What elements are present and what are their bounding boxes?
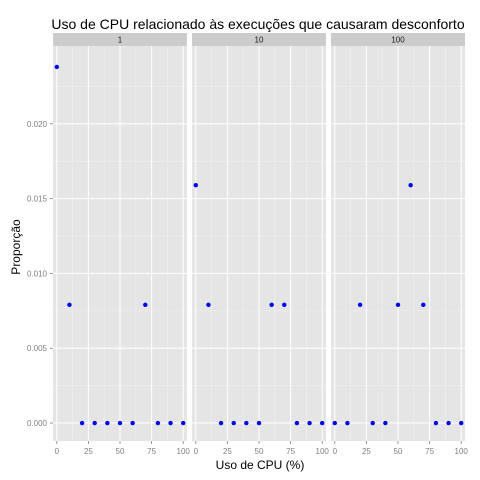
- data-point: [54, 64, 59, 70]
- facet-strip-label: 10: [255, 36, 264, 45]
- data-point: [408, 182, 413, 188]
- x-tick-label: 0: [194, 447, 199, 456]
- data-point: [155, 420, 161, 426]
- facet-strip: [53, 33, 187, 46]
- y-tick-label: 0.000: [27, 419, 48, 428]
- data-point: [181, 420, 186, 426]
- x-tick-label: 75: [425, 447, 434, 456]
- data-point: [218, 420, 224, 426]
- y-tick-label: 0.005: [27, 344, 48, 353]
- data-point: [332, 420, 337, 426]
- x-tick-label: 50: [394, 447, 403, 456]
- x-tick-label: 100: [455, 447, 469, 456]
- data-point: [231, 420, 236, 426]
- data-point: [244, 420, 249, 426]
- data-point: [433, 420, 439, 426]
- facet-panel-10: 100 25 50 75 100: [192, 33, 329, 456]
- x-tick-label: 0: [55, 447, 60, 456]
- data-point: [143, 302, 148, 308]
- data-point: [92, 420, 97, 426]
- data-point: [67, 302, 72, 308]
- data-point: [370, 420, 375, 426]
- data-point: [130, 420, 135, 426]
- data-point: [206, 302, 211, 308]
- data-point: [79, 420, 85, 426]
- data-point: [269, 302, 274, 308]
- x-tick-label: 100: [316, 447, 330, 456]
- x-tick-label: 25: [84, 447, 93, 456]
- x-tick-label: 75: [286, 447, 295, 456]
- facet-strip-label: 100: [391, 36, 405, 45]
- x-tick-label: 50: [116, 447, 125, 456]
- data-point: [168, 420, 173, 426]
- x-axis-title: Uso de CPU (%): [216, 458, 305, 472]
- data-point: [105, 420, 110, 426]
- chart-title: Uso de CPU relacionado às execuções que …: [51, 16, 464, 32]
- facet-strip-label: 1: [118, 36, 123, 45]
- data-point: [383, 420, 388, 426]
- data-point: [446, 420, 451, 426]
- x-tick-label: 25: [362, 447, 371, 456]
- data-point: [193, 182, 198, 188]
- data-point: [395, 302, 401, 308]
- y-tick-label: 0.010: [27, 269, 48, 278]
- data-point: [345, 420, 350, 426]
- facet-strip: [331, 33, 465, 46]
- y-tick-label: 0.020: [27, 120, 48, 129]
- data-point: [117, 420, 123, 426]
- facet-panel-100: 100 0 25 50 75 100: [331, 33, 468, 456]
- data-point: [357, 302, 363, 308]
- x-tick-label: 25: [223, 447, 232, 456]
- data-point: [459, 420, 464, 426]
- x-tick-label: 0: [333, 447, 338, 456]
- data-point: [421, 302, 426, 308]
- data-point: [294, 420, 300, 426]
- x-tick-label: 75: [147, 447, 156, 456]
- x-tick-label: 50: [255, 447, 264, 456]
- x-tick-label: 100: [177, 447, 191, 456]
- data-point: [320, 420, 325, 426]
- data-point: [282, 302, 287, 308]
- data-point: [256, 420, 262, 426]
- y-axis-title: Proporção: [9, 219, 23, 275]
- facet-panel-1: 1 0 25 50 75 100: [53, 33, 190, 456]
- y-tick-label: 0.015: [27, 195, 48, 204]
- data-point: [307, 420, 312, 426]
- facet-strip: [192, 33, 326, 46]
